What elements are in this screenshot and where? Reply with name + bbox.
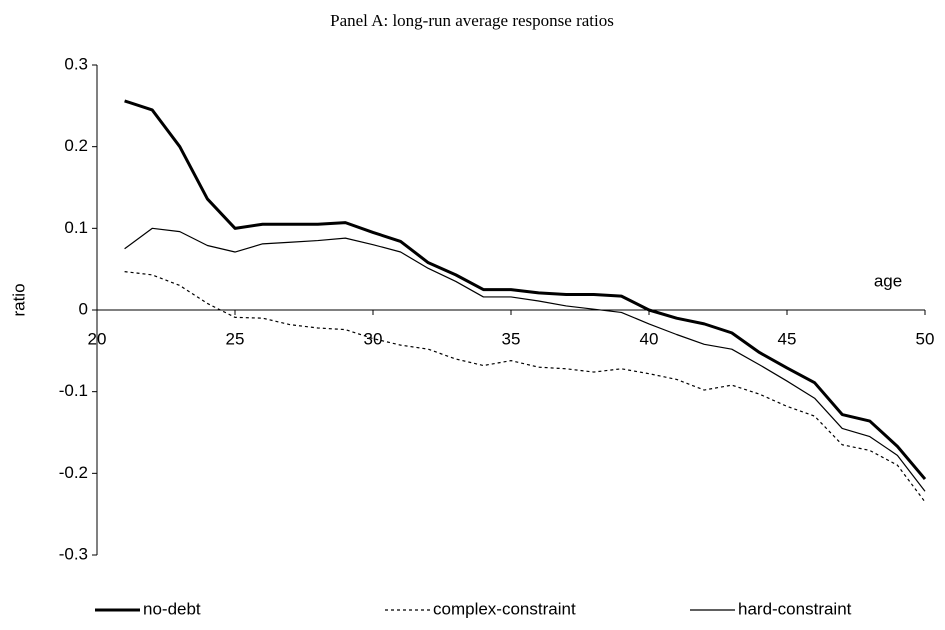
y-tick-label: 0.3	[64, 54, 88, 73]
x-tick-label: 35	[502, 329, 521, 348]
series-line	[124, 99, 927, 481]
series-line	[124, 227, 926, 492]
legend-label: no-debt	[143, 599, 201, 618]
x-tick-label: 50	[916, 329, 935, 348]
y-tick-label: -0.1	[59, 381, 88, 400]
y-tick-label: 0	[79, 299, 88, 318]
x-tick-label: 20	[88, 329, 107, 348]
y-tick-label: -0.3	[59, 544, 88, 563]
x-axis-label: age	[874, 271, 902, 290]
x-tick-label: 40	[640, 329, 659, 348]
x-tick-label: 25	[226, 329, 245, 348]
y-tick-label: 0.1	[64, 218, 88, 237]
legend-label: complex-constraint	[433, 599, 576, 618]
y-tick-label: -0.2	[59, 463, 88, 482]
legend-label: hard-constraint	[738, 599, 852, 618]
chart-title: Panel A: long-run average response ratio…	[330, 11, 614, 30]
x-tick-label: 30	[364, 329, 383, 348]
y-axis-label: ratio	[9, 283, 28, 316]
y-tick-label: 0.2	[64, 136, 88, 155]
x-tick-label: 45	[778, 329, 797, 348]
series-line	[124, 271, 926, 503]
